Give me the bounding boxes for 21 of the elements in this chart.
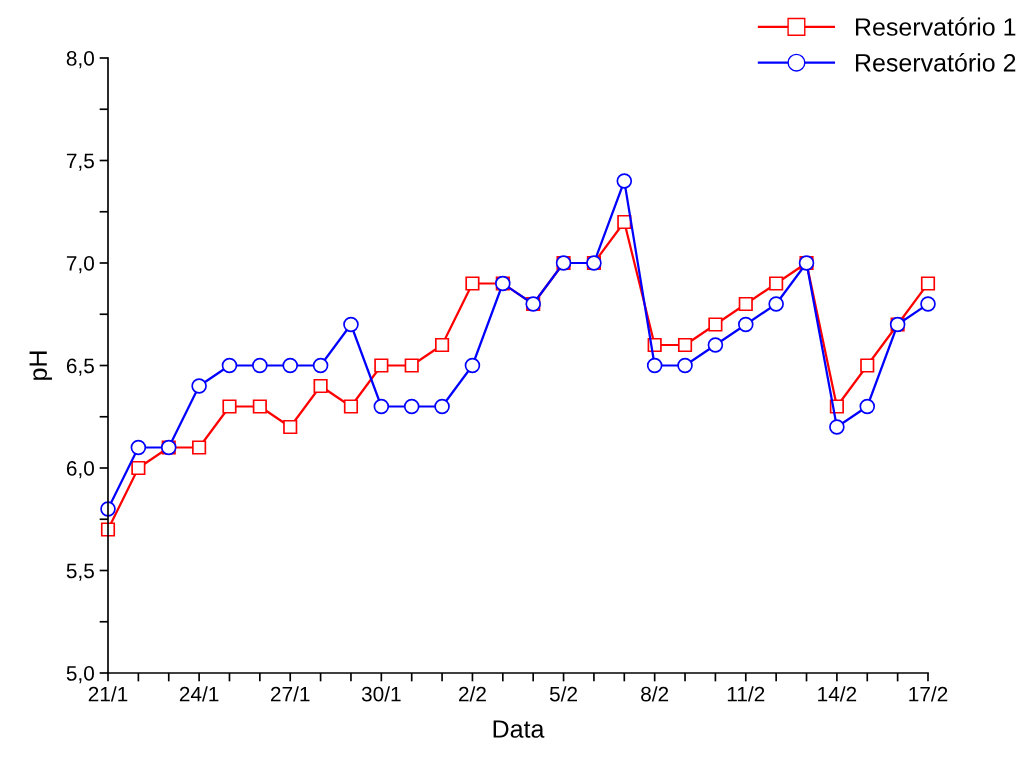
x-tick-label: 14/2 (818, 686, 857, 702)
y-tick-label: 7,0 (66, 256, 94, 274)
y-tick-label: 5,0 (66, 666, 94, 684)
x-tick-label: 30/1 (361, 686, 401, 702)
legend-label: Reservatório 2 (855, 53, 1016, 72)
y-tick-label: 6,0 (66, 461, 94, 479)
x-tick-label: 5/2 (549, 686, 577, 702)
x-tick-label: 11/2 (727, 686, 765, 702)
y-tick-label: 8,0 (66, 51, 94, 69)
x-tick-label: 24/1 (179, 686, 219, 702)
x-tick-label: 2/2 (459, 686, 486, 702)
y-tick-label: 7,5 (66, 153, 94, 171)
x-tick-label: 8/2 (641, 686, 669, 702)
x-tick-label: 21/1 (88, 686, 128, 702)
y-tick-label: 6,5 (66, 358, 94, 376)
y-tick-label: 5,5 (66, 563, 94, 581)
legend-label: Reservatório 1 (855, 17, 1016, 36)
x-axis-title: Data (493, 720, 545, 738)
y-axis-title: pH (29, 351, 52, 380)
x-tick-label: 27/1 (271, 686, 310, 702)
x-tick-label: 17/2 (909, 686, 948, 702)
